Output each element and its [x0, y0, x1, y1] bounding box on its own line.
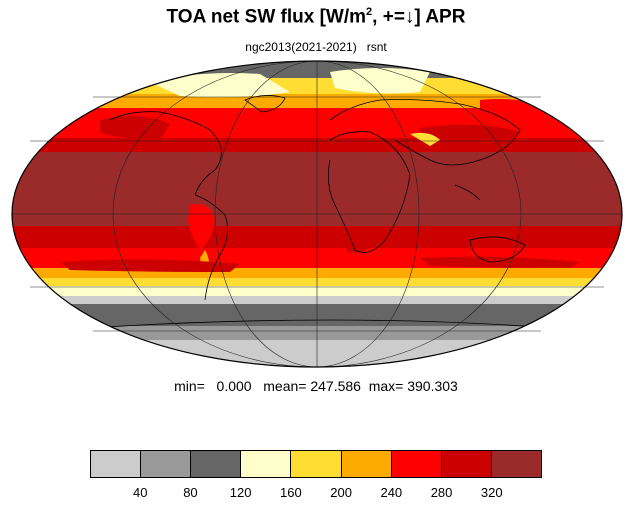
- colorbar-swatch-7: [441, 451, 492, 477]
- colorbar-tick-label: 320: [480, 485, 503, 500]
- colorbar-swatch-2: [191, 451, 242, 477]
- colorbar-swatch-1: [141, 451, 192, 477]
- colorbar-swatch-8: [491, 451, 541, 477]
- title-superscript: 2: [366, 6, 373, 18]
- colorbar-tick-label: 240: [380, 485, 403, 500]
- plot-subtitle: ngc2013(2021-2021) rsnt: [0, 40, 632, 54]
- colorbar-swatch-5: [341, 451, 392, 477]
- colorbar-swatch-4: [291, 451, 342, 477]
- title-main: TOA net SW flux [W/m: [166, 6, 367, 28]
- map-border: [11, 60, 623, 368]
- plot-title: TOA net SW flux [W/m2, +=↓] APR: [0, 6, 632, 28]
- colorbar-tick-label: 280: [430, 485, 453, 500]
- colorbar: [90, 450, 542, 478]
- colorbar-ticks: 40 80 120 160 200 240 280 320: [90, 485, 542, 503]
- colorbar-swatch-0: [91, 451, 142, 477]
- subtitle-model: ngc2013(2021-2021): [245, 40, 357, 54]
- colorbar-tick-label: 160: [280, 485, 302, 500]
- title-rest: , +=↓] APR: [372, 6, 466, 28]
- coastlines: [59, 95, 601, 333]
- colorbar-tick-label: 200: [330, 485, 352, 500]
- colorbar-swatch-6: [391, 451, 442, 477]
- world-map: [11, 60, 623, 368]
- colorbar-tick-label: 80: [183, 485, 198, 500]
- colorbar-tick-label: 120: [229, 485, 252, 500]
- statistics-line: min= 0.000 mean= 247.586 max= 390.303: [174, 378, 458, 394]
- colorbar-swatch-3: [241, 451, 292, 477]
- flux-field: [12, 61, 622, 367]
- colorbar-tick-label: 40: [132, 485, 148, 500]
- subtitle-variable: rsnt: [366, 40, 387, 54]
